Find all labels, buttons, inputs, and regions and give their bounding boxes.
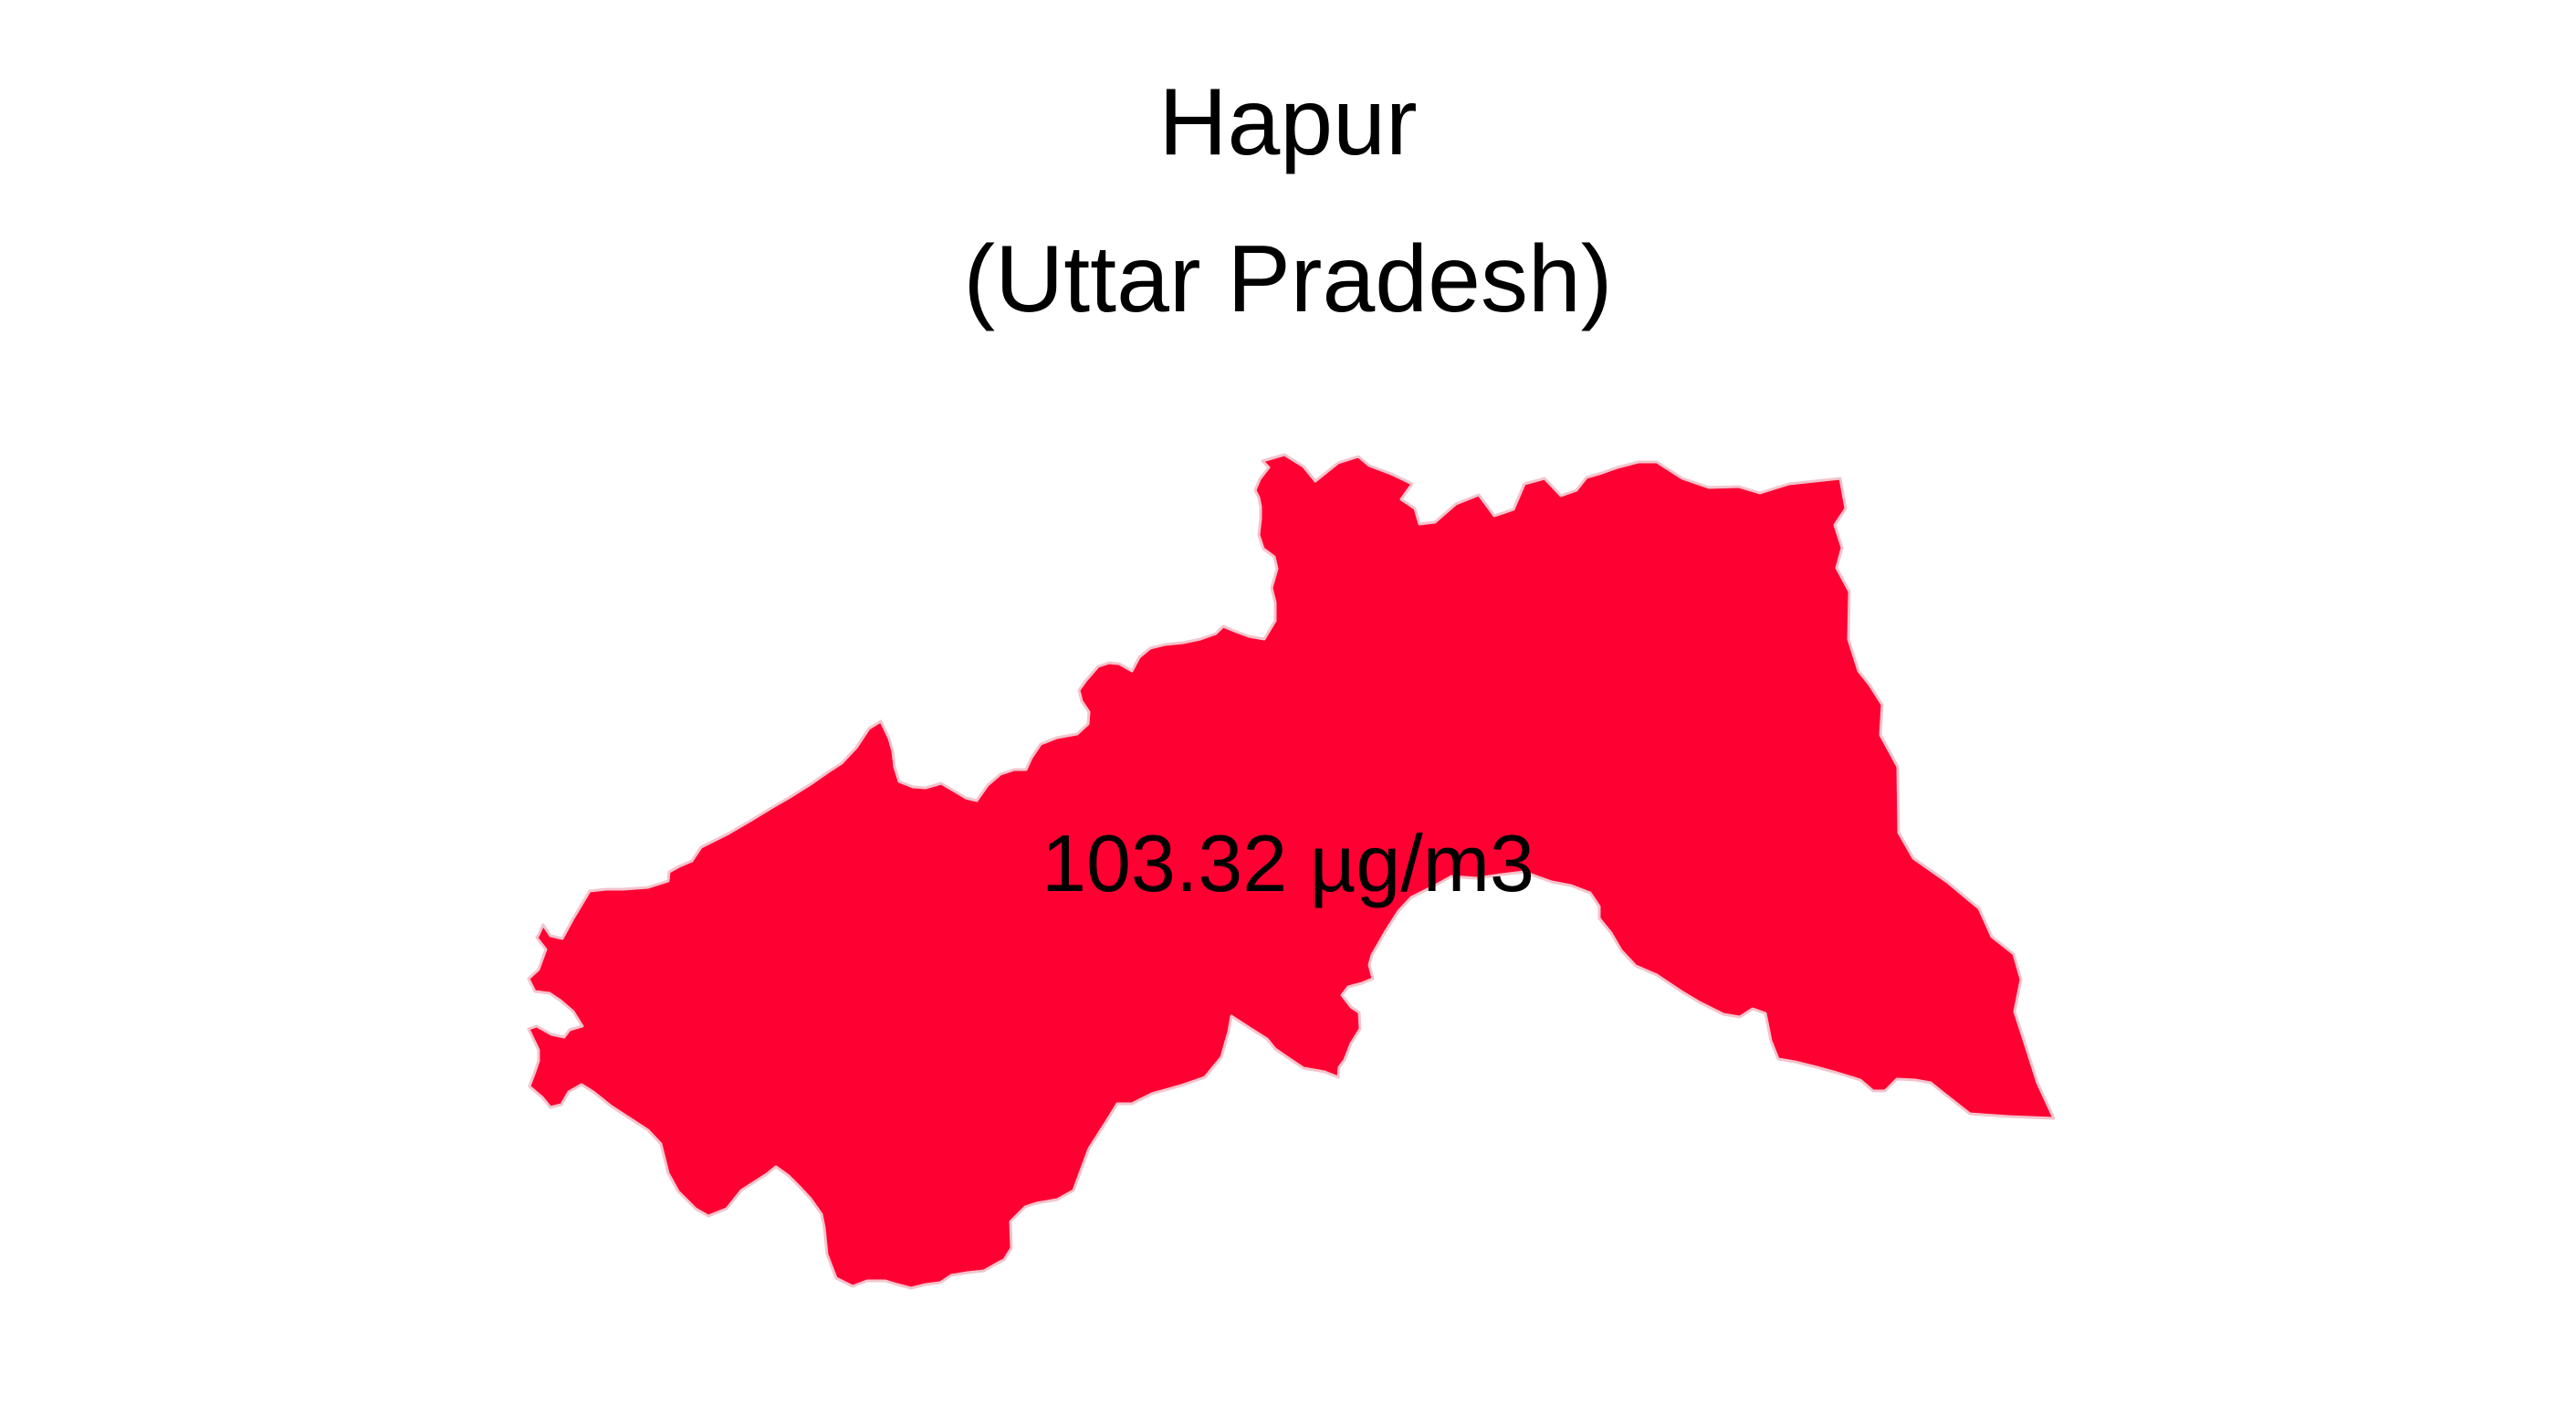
state-subtitle: (Uttar Pradesh)	[963, 226, 1613, 332]
pm-value-label: 103.32 µg/m3	[1042, 818, 1534, 908]
district-title: Hapur	[1158, 69, 1418, 175]
district-region-hapur	[527, 453, 2056, 1290]
map-title: Hapur (Uttar Pradesh)	[0, 44, 2576, 358]
